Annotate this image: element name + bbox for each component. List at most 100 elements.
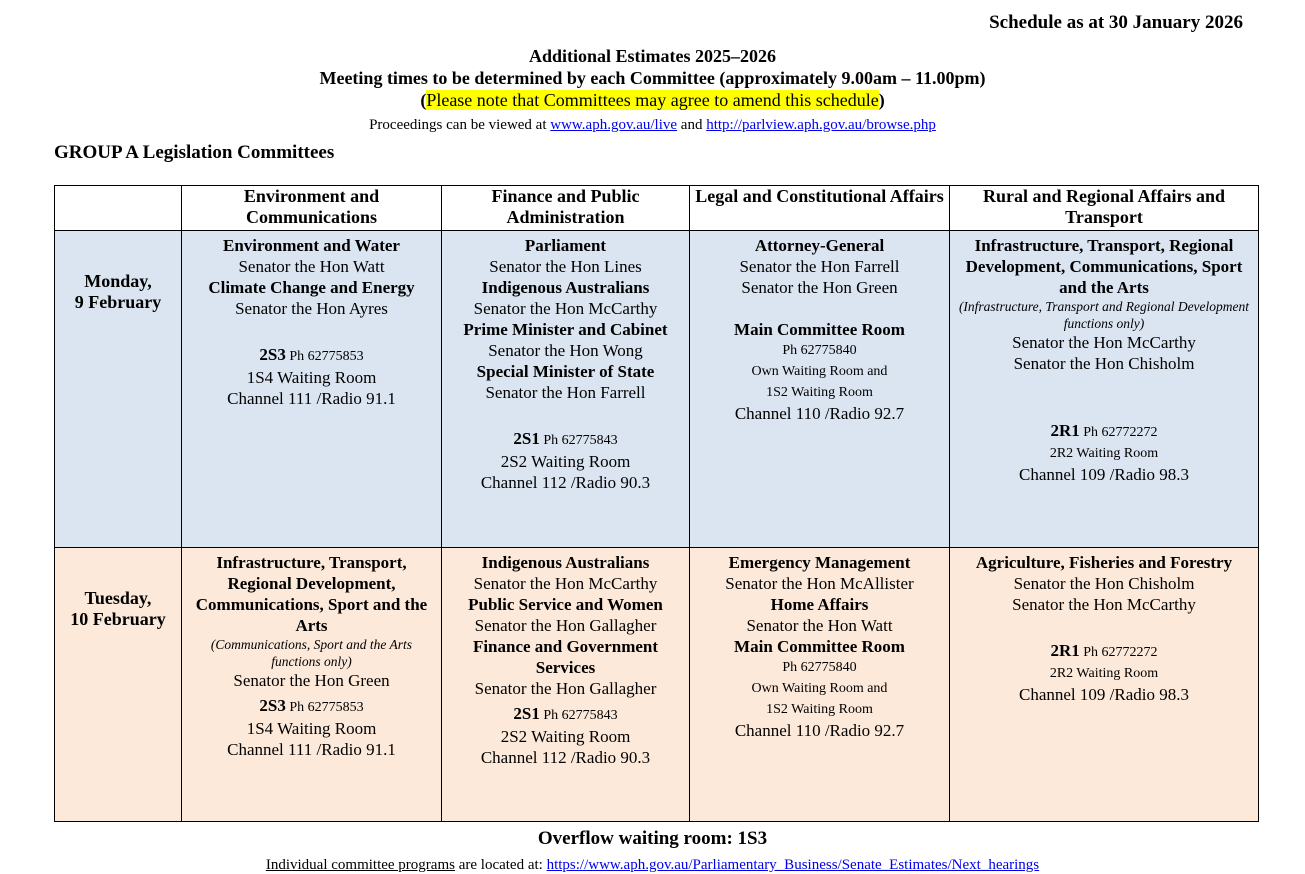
session-detail: Channel 110 /Radio 92.7	[734, 721, 905, 740]
footer-mid: are located at:	[454, 857, 547, 873]
portfolio-name: Infrastructure, Transport, Regional Deve…	[195, 553, 428, 635]
session-detail: Own Waiting Room and	[751, 681, 888, 696]
portfolio-name: Home Affairs	[770, 595, 869, 614]
portfolio-name: Agriculture, Fisheries and Forestry	[975, 553, 1233, 572]
schedule-page: Schedule as at 30 January 2026 Additiona…	[0, 12, 1305, 873]
session-detail: Senator the Hon Watt	[746, 616, 893, 635]
room-number: 2R1	[1050, 421, 1080, 440]
portfolio-name: Finance and Government Services	[472, 637, 659, 677]
session-detail: Channel 109 /Radio 98.3	[1019, 685, 1189, 704]
portfolio-name: Emergency Management	[728, 553, 911, 572]
room-phone: Ph 62772272	[1079, 425, 1158, 440]
session-detail: Senator the Hon Green	[741, 278, 898, 297]
session-detail: 1S4 Waiting Room	[246, 368, 377, 387]
portfolio-name: Indigenous Australians	[481, 278, 650, 297]
aph-live-link[interactable]: www.aph.gov.au/live	[550, 117, 678, 133]
portfolio-name: Infrastructure, Transport, Regional Deve…	[965, 236, 1243, 297]
spacer	[693, 298, 946, 319]
session-detail: Senator the Hon Ayres	[235, 299, 388, 318]
paren-close: )	[878, 90, 885, 110]
session-detail: Channel 110 /Radio 92.7	[734, 404, 905, 423]
portfolio-name: Attorney-General	[754, 236, 885, 255]
session-detail: Senator the Hon Green	[233, 671, 390, 690]
session-cell: Attorney-General Senator the Hon Farrell S…	[689, 230, 950, 548]
session-detail: Channel 112 /Radio 90.3	[480, 473, 651, 492]
day-label: Monday,	[84, 271, 152, 291]
day-row: Tuesday, 10 February Infrastructure, Trans…	[54, 547, 1259, 822]
session-detail: Senator the Hon Gallagher	[474, 679, 657, 698]
session-detail: Senator the Hon Lines	[489, 257, 642, 276]
portfolio-note: (Communications, Sport and the Arts func…	[210, 637, 413, 669]
session-cell: Infrastructure, Transport, Regional Deve…	[181, 547, 442, 822]
column-header: Legal and Constitutional Affairs	[689, 185, 950, 231]
day-cell: Monday, 9 February	[54, 230, 182, 548]
room-line: 2S1 Ph 62775843	[445, 428, 686, 451]
room-phone: Ph 62775843	[539, 433, 618, 448]
schedule-body: Environment and Communications Finance a…	[0, 185, 1305, 874]
portfolio-name: Main Committee Room	[734, 637, 905, 656]
room-number: 2S1	[513, 704, 540, 723]
session-cell: Environment and Water Senator the Hon Wat…	[181, 230, 442, 548]
parlview-link[interactable]: http://parlview.aph.gov.au/browse.php	[706, 117, 936, 133]
footer-text: Individual committee programs	[265, 857, 455, 873]
day-label: 9 February	[74, 292, 162, 312]
room-line: 2R1 Ph 62772272	[953, 640, 1255, 663]
schedule-table: Environment and Communications Finance a…	[54, 185, 1259, 822]
session-detail: 2S2 Waiting Room	[500, 727, 631, 746]
session-detail: Senator the Hon Watt	[238, 257, 385, 276]
session-detail: 2R2 Waiting Room	[1049, 666, 1159, 681]
proceedings-line: Proceedings can be viewed at www.aph.gov…	[0, 116, 1305, 134]
amend-note: (Please note that Committees may agree t…	[0, 90, 1305, 111]
session-detail: 1S2 Waiting Room	[766, 702, 873, 717]
room-phone: Ph 62775843	[539, 708, 618, 723]
portfolio-name: Special Minister of State	[476, 362, 655, 381]
session-detail: 2S2 Waiting Room	[500, 452, 631, 471]
day-label: Tuesday,	[84, 588, 152, 608]
session-detail: Ph 62775840	[782, 660, 857, 675]
session-detail: 2R2 Waiting Room	[1049, 446, 1159, 461]
column-header: Environment and Communications	[181, 185, 442, 231]
proceedings-text: Proceedings can be viewed at	[369, 117, 551, 133]
room-number: 2S3	[259, 696, 286, 715]
portfolio-name: Prime Minister and Cabinet	[463, 320, 668, 339]
session-detail: Senator the Hon Gallagher	[474, 616, 657, 635]
room-number: 2R1	[1050, 641, 1080, 660]
document-title: Additional Estimates 2025–2026	[528, 46, 777, 66]
spacer	[953, 395, 1255, 416]
room-line: 2S1 Ph 62775843	[445, 703, 686, 726]
column-header: Finance and Public Administration	[441, 185, 690, 231]
room-line: 2S3 Ph 62775853	[185, 344, 438, 367]
session-detail: Senator the Hon McCarthy	[1012, 595, 1196, 614]
next-hearings-link[interactable]: https://www.aph.gov.au/Parliamentary_Bus…	[546, 857, 1040, 873]
portfolio-name: Public Service and Women	[468, 595, 663, 614]
spacer	[185, 319, 438, 340]
session-detail: Channel 111 /Radio 91.1	[227, 740, 396, 759]
room-phone: Ph 62775853	[285, 700, 364, 715]
paren-open: (	[420, 90, 427, 110]
portfolio-note: (Infrastructure, Transport and Regional …	[958, 299, 1250, 331]
spacer	[953, 374, 1255, 395]
session-detail: 1S4 Waiting Room	[246, 719, 377, 738]
corner-cell	[54, 185, 182, 231]
overflow-room: Overflow waiting room: 1S3	[537, 828, 768, 849]
room-line: 2R1 Ph 62772272	[953, 420, 1255, 443]
day-label: 10 February	[70, 609, 166, 629]
session-detail: Ph 62775840	[782, 343, 857, 358]
session-detail: Own Waiting Room and	[751, 364, 888, 379]
day-cell: Tuesday, 10 February	[54, 547, 182, 822]
room-phone: Ph 62772272	[1079, 645, 1158, 660]
header-row: Environment and Communications Finance a…	[54, 185, 1259, 231]
session-detail: Senator the Hon McAllister	[725, 574, 914, 593]
proceedings-and: and	[677, 117, 707, 133]
portfolio-name: Parliament	[524, 236, 607, 255]
session-detail: Senator the Hon Wong	[488, 341, 643, 360]
document-subtitle: Meeting times to be determined by each C…	[319, 68, 986, 88]
footer-line: Individual committee programs are locate…	[0, 856, 1305, 874]
spacer	[445, 403, 686, 424]
spacer	[953, 615, 1255, 636]
session-detail: Channel 109 /Radio 98.3	[1019, 465, 1189, 484]
highlighted-note: Please note that Committees may agree to…	[426, 90, 879, 110]
room-phone: Ph 62775853	[285, 349, 364, 364]
session-detail: Senator the Hon Farrell	[739, 257, 900, 276]
session-detail: Channel 111 /Radio 91.1	[227, 389, 396, 408]
